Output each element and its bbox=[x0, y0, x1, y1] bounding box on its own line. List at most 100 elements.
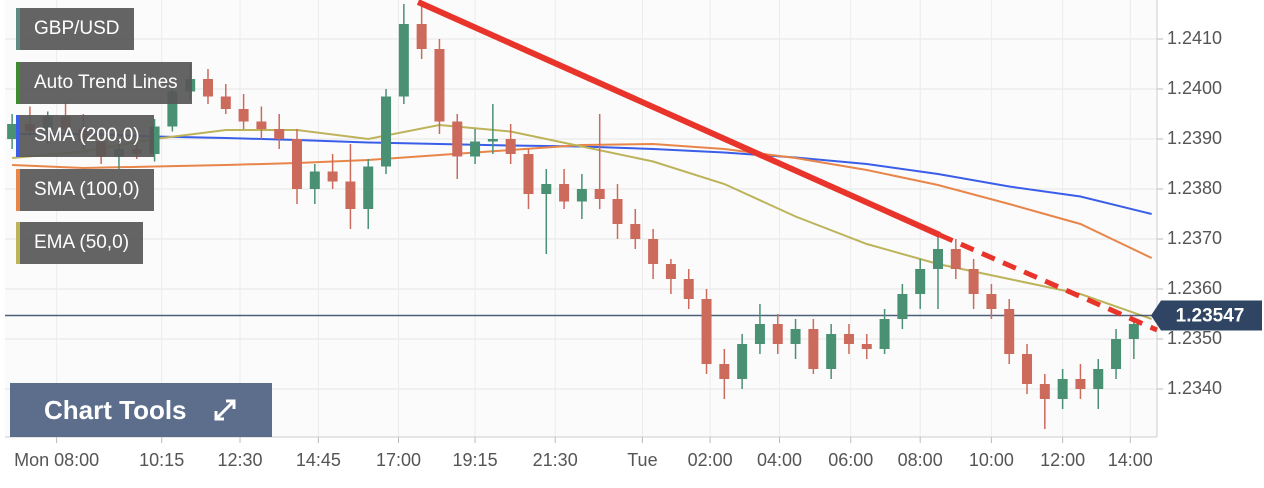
trend-line-projection bbox=[938, 232, 1159, 333]
legend-label: SMA (100,0) bbox=[34, 178, 140, 200]
candle-body bbox=[1004, 309, 1015, 354]
x-tick-label: 17:00 bbox=[376, 450, 421, 470]
candle-body bbox=[737, 344, 748, 379]
candle-body bbox=[381, 96, 392, 167]
candle-body bbox=[950, 249, 961, 269]
candle-body bbox=[274, 129, 285, 139]
candle-body bbox=[772, 324, 783, 344]
candle-body bbox=[541, 184, 552, 194]
candle-body bbox=[826, 334, 837, 369]
y-tick-label: 1.2400 bbox=[1167, 78, 1222, 98]
legend-label: GBP/USD bbox=[34, 18, 120, 39]
x-tick-label: 12:00 bbox=[1040, 450, 1085, 470]
moving-average-line bbox=[12, 142, 1153, 259]
candle-body bbox=[594, 189, 605, 199]
moving-average-line bbox=[12, 123, 1152, 320]
legend-swatch bbox=[16, 168, 20, 211]
candle-body bbox=[202, 79, 213, 97]
candle-body bbox=[879, 319, 890, 349]
x-tick-label: 19:15 bbox=[453, 450, 498, 470]
chart-tools-button[interactable]: Chart Tools bbox=[10, 383, 272, 437]
candle-body bbox=[897, 294, 908, 319]
x-tick-label: 14:45 bbox=[296, 450, 341, 470]
candle-body bbox=[843, 334, 854, 344]
x-tick-label: 14:00 bbox=[1108, 450, 1153, 470]
x-tick-label: Mon 08:00 bbox=[14, 450, 99, 470]
candle-body bbox=[1093, 369, 1104, 389]
x-tick-label: 06:00 bbox=[828, 450, 873, 470]
candle-body bbox=[1022, 354, 1033, 384]
candle-body bbox=[1057, 379, 1068, 399]
legend-item[interactable]: EMA (50,0) bbox=[16, 222, 144, 264]
candle-body bbox=[932, 249, 943, 269]
legend-item[interactable]: Auto Trend Lines bbox=[16, 62, 192, 104]
candle-body bbox=[398, 24, 409, 97]
candle-body bbox=[612, 199, 623, 224]
candle-body bbox=[416, 24, 427, 49]
candle-body bbox=[345, 181, 356, 209]
y-tick-label: 1.2380 bbox=[1167, 178, 1222, 198]
candle-body bbox=[576, 189, 587, 202]
candle-body bbox=[7, 124, 18, 139]
y-tick-label: 1.2360 bbox=[1167, 278, 1222, 298]
candle-body bbox=[452, 121, 463, 157]
candle-body bbox=[292, 139, 303, 189]
legend-item[interactable]: SMA (100,0) bbox=[16, 168, 154, 211]
candle-body bbox=[754, 324, 765, 344]
candle-body bbox=[505, 139, 516, 154]
candle-body bbox=[861, 344, 872, 349]
candle-body bbox=[808, 329, 819, 369]
candle-body bbox=[665, 264, 676, 279]
candle-body bbox=[149, 126, 160, 154]
candle-body bbox=[559, 184, 570, 202]
y-tick-label: 1.2340 bbox=[1167, 378, 1222, 398]
legend-label: SMA (200,0) bbox=[34, 125, 140, 146]
candle-body bbox=[487, 139, 498, 142]
candle-body bbox=[363, 166, 374, 209]
candle-body bbox=[470, 141, 481, 157]
x-tick-label: 10:00 bbox=[969, 450, 1014, 470]
candle-body bbox=[238, 109, 249, 122]
legend-swatch bbox=[16, 8, 20, 50]
price-label-box bbox=[1151, 300, 1262, 331]
trend-line bbox=[416, 0, 941, 238]
candle-body bbox=[434, 49, 445, 122]
chart-tools-label: Chart Tools bbox=[44, 395, 187, 425]
candle-body bbox=[683, 279, 694, 299]
candle-body bbox=[719, 364, 730, 379]
x-tick-label: 02:00 bbox=[688, 450, 733, 470]
x-tick-label: Tue bbox=[627, 450, 657, 470]
candle-body bbox=[1128, 324, 1139, 339]
candle-body bbox=[220, 96, 231, 109]
y-tick-label: 1.2390 bbox=[1167, 128, 1222, 148]
candle-body bbox=[1039, 384, 1050, 399]
x-tick-label: 10:15 bbox=[139, 450, 184, 470]
x-tick-label: 12:30 bbox=[218, 450, 263, 470]
candle-body bbox=[256, 121, 267, 129]
y-tick-label: 1.2410 bbox=[1167, 28, 1222, 48]
price-label: 1.23547 bbox=[1176, 306, 1245, 327]
y-tick-label: 1.2370 bbox=[1167, 228, 1222, 248]
legend-swatch bbox=[16, 222, 20, 264]
legend-item[interactable]: GBP/USD bbox=[16, 8, 134, 50]
x-tick-label: 21:30 bbox=[533, 450, 578, 470]
expand-icon bbox=[214, 399, 236, 421]
y-tick-label: 1.2350 bbox=[1167, 328, 1222, 348]
candle-body bbox=[327, 171, 338, 182]
candle-body bbox=[915, 269, 926, 294]
candle-body bbox=[167, 91, 178, 127]
candle-body bbox=[986, 294, 997, 309]
candle-body bbox=[1111, 339, 1122, 369]
candle-body bbox=[309, 171, 320, 189]
x-tick-label: 08:00 bbox=[898, 450, 943, 470]
legend-item[interactable]: SMA (200,0) bbox=[16, 115, 154, 157]
candle-body bbox=[790, 329, 801, 344]
candle-body bbox=[968, 269, 979, 294]
legend-swatch bbox=[16, 115, 20, 157]
x-tick-label: 04:00 bbox=[757, 450, 802, 470]
candle-body bbox=[630, 224, 641, 239]
candle-body bbox=[701, 299, 712, 364]
legend-label: Auto Trend Lines bbox=[34, 72, 178, 93]
legend-label: EMA (50,0) bbox=[34, 232, 130, 253]
